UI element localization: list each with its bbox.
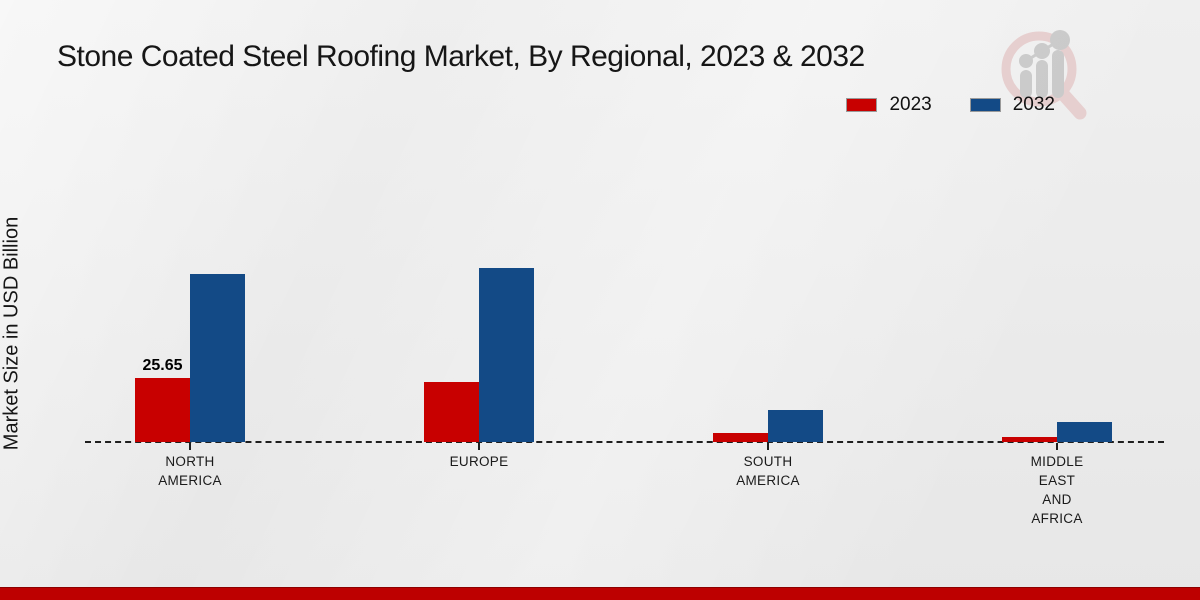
- category-label-middle-east-and-africa: MIDDLE EAST AND AFRICA: [1030, 454, 1084, 526]
- bar-2032-europe: [479, 268, 534, 442]
- chart-title: Stone Coated Steel Roofing Market, By Re…: [57, 40, 865, 73]
- x-axis-tick: [189, 443, 191, 450]
- legend-swatch-2023: [846, 98, 878, 112]
- legend: 2023 2032: [846, 94, 1055, 116]
- bar-2023-europe: [424, 382, 479, 442]
- bar-2032-middle-east-and-africa: [1057, 422, 1112, 442]
- x-axis-tick: [767, 443, 769, 450]
- bar-2023-north-america: [135, 378, 190, 442]
- legend-label-2032: 2032: [1012, 94, 1055, 115]
- x-axis-tick: [1056, 443, 1058, 450]
- category-label-europe: EUROPE: [449, 454, 509, 469]
- bar-2023-middle-east-and-africa: [1002, 437, 1057, 442]
- x-axis-baseline: [85, 441, 1164, 443]
- bar-value-label: 25.65: [142, 357, 183, 374]
- magnifier-chart-logo-icon: [1001, 30, 1087, 120]
- legend-item-2023: 2023: [846, 94, 932, 116]
- bar-2032-north-america: [190, 274, 245, 442]
- footer-accent-bar: [0, 587, 1200, 600]
- x-axis-tick: [478, 443, 480, 450]
- category-label-north-america: NORTH AMERICA: [158, 454, 222, 488]
- bar-2023-south-america: [713, 433, 768, 442]
- bar-2032-south-america: [768, 410, 823, 442]
- legend-label-2023: 2023: [889, 94, 932, 115]
- legend-swatch-2032: [969, 98, 1001, 112]
- legend-item-2032: 2032: [969, 94, 1055, 116]
- category-label-south-america: SOUTH AMERICA: [736, 454, 800, 488]
